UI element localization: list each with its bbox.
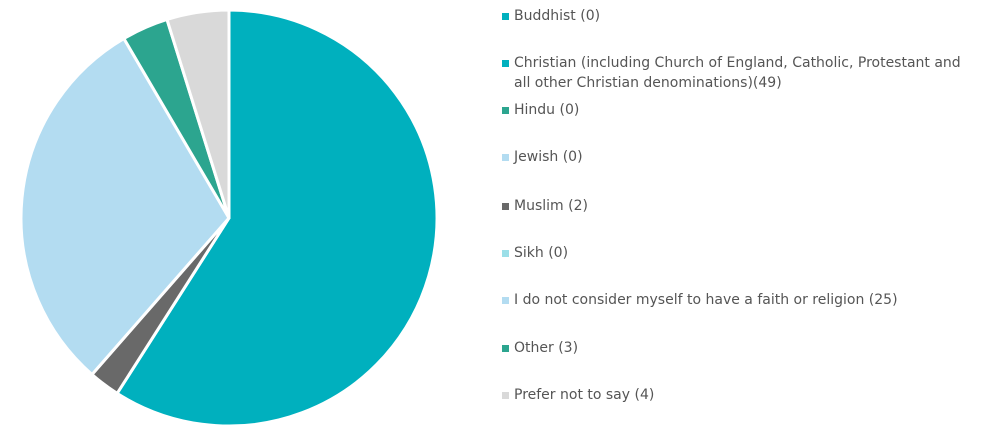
legend-label-muslim: Muslim (2): [514, 198, 588, 214]
legend-label-buddhist: Buddhist (0): [514, 8, 601, 24]
pie-slice-i-do-not-consider-myself-to-ha: [19, 37, 231, 376]
pie-slice-prefer-not-to-say: [165, 8, 231, 220]
legend-label-sikh: Sikh (0): [514, 245, 569, 261]
legend-swatch-other: [502, 345, 509, 352]
legend-label-hindu: Hindu (0): [514, 102, 580, 118]
legend: Buddhist (0) Christian (including Church…: [500, 0, 989, 428]
legend-swatch-sikh: [502, 250, 509, 257]
legend-swatch-christian: [502, 60, 509, 67]
legend-swatch-hindu: [502, 107, 509, 114]
legend-label-jewish: Jewish (0): [514, 149, 583, 165]
legend-swatch-no-faith: [502, 297, 509, 304]
legend-swatch-buddhist: [502, 13, 509, 20]
legend-swatch-muslim: [502, 203, 509, 210]
pie-slice-christian-including-church-of-: [115, 8, 439, 428]
pie-plot: [19, 8, 439, 428]
legend-label-other: Other (3): [514, 340, 579, 356]
legend-label-prefer-not-to-say: Prefer not to say (4): [514, 387, 655, 403]
legend-swatch-prefer-not-to-say: [502, 392, 509, 399]
legend-swatch-jewish: [502, 154, 509, 161]
legend-label-christian: Christian (including Church of England, …: [514, 55, 961, 91]
legend-label-no-faith: I do not consider myself to have a faith…: [514, 292, 898, 308]
